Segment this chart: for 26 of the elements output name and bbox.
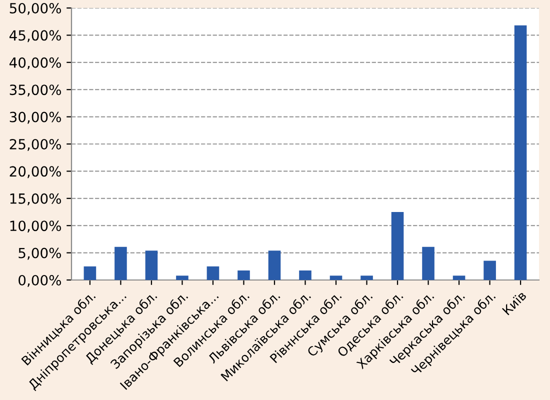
bar <box>299 270 312 280</box>
bar <box>114 246 127 280</box>
bar <box>514 25 527 280</box>
bar <box>176 276 188 280</box>
y-tick-label: 50,00% <box>10 2 62 15</box>
bar <box>360 276 373 280</box>
y-tick-label: 0,00% <box>18 274 62 287</box>
bar <box>484 260 496 280</box>
bar <box>84 266 96 280</box>
y-tick-label: 5,00% <box>18 248 62 260</box>
bar <box>452 276 466 280</box>
y-tick-label: 10,00% <box>10 220 62 232</box>
y-tick-label: 20,00% <box>10 166 62 178</box>
y-tick-label: 15,00% <box>10 193 62 206</box>
bar <box>391 212 404 280</box>
bar <box>330 276 342 280</box>
y-tick-label: 25,00% <box>10 138 62 151</box>
y-tick-label: 30,00% <box>10 112 62 124</box>
bar <box>206 266 220 280</box>
bar <box>422 246 434 280</box>
y-tick-label: 35,00% <box>10 84 62 96</box>
y-tick-label: 45,00% <box>10 30 62 42</box>
bar <box>268 250 281 280</box>
bar <box>145 250 158 280</box>
y-tick-label: 40,00% <box>10 57 62 70</box>
bar <box>238 270 250 280</box>
